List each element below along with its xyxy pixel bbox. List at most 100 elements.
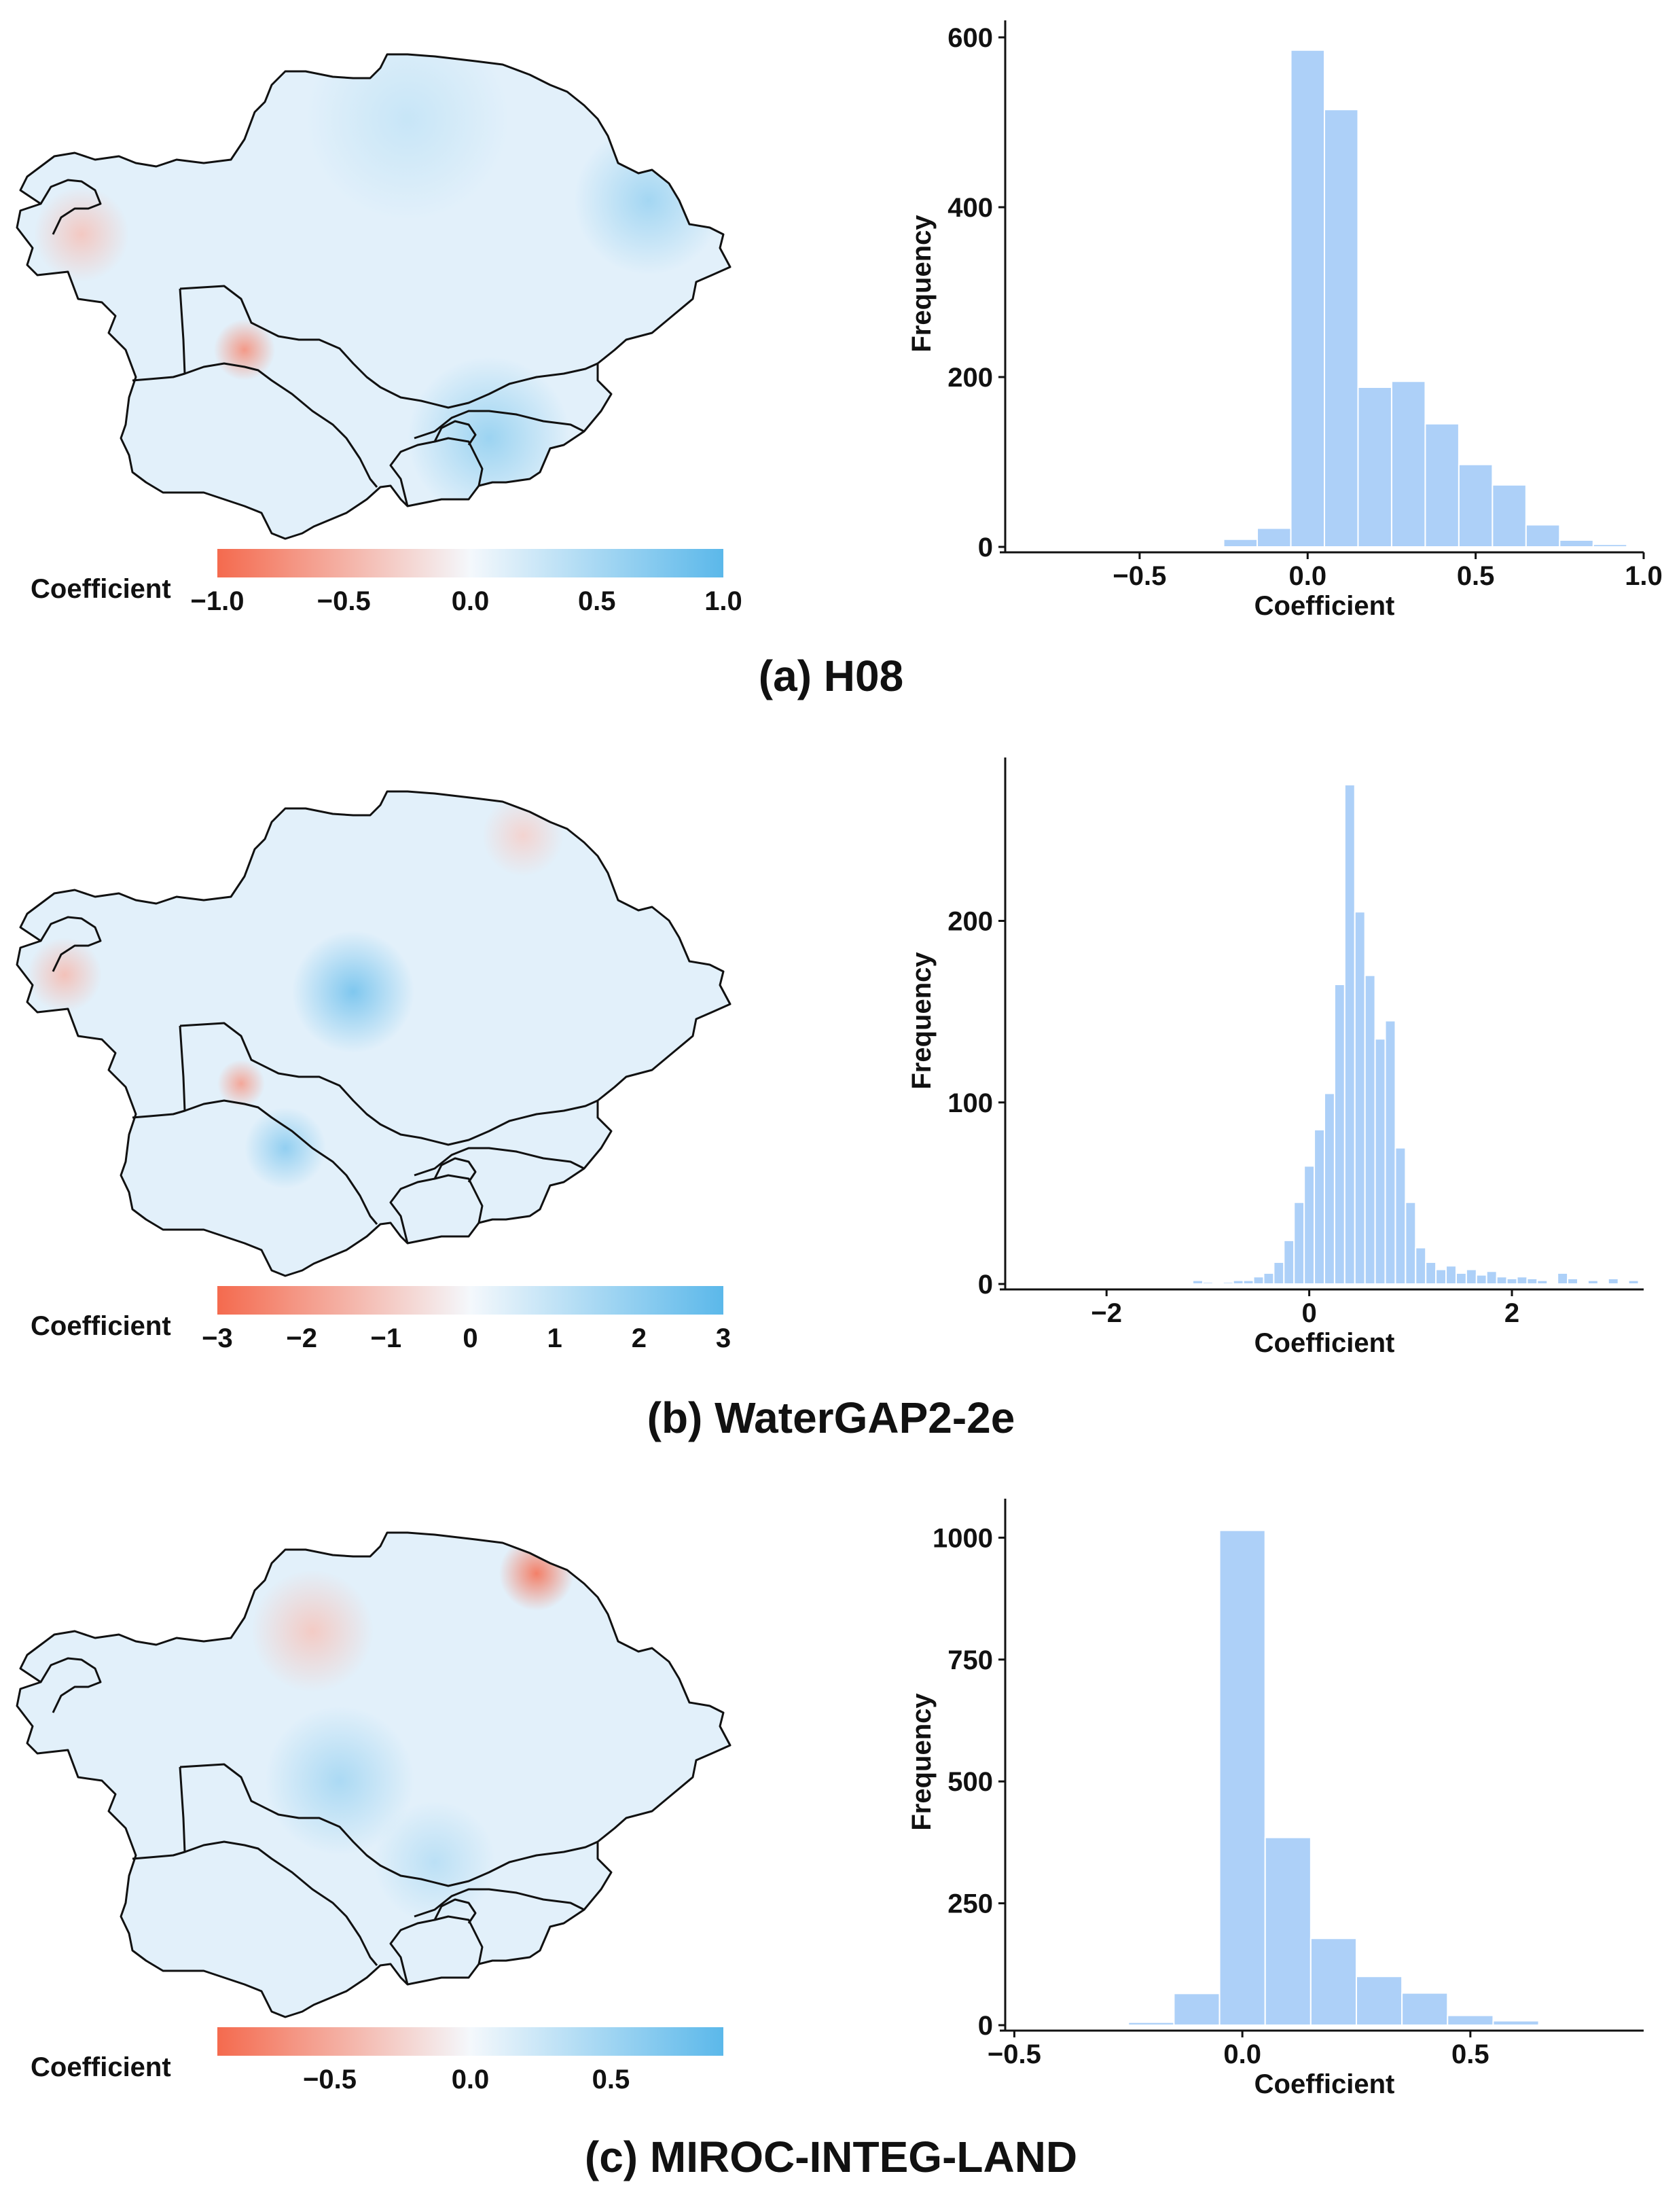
country-border <box>179 285 598 409</box>
y-tick-label: 100 <box>947 1088 993 1118</box>
map-panel-a: Coefficient −1.0 −0.5 0.0 0.5 1.0 <box>16 53 742 616</box>
colorbar-tick-label: −3 <box>202 1323 233 1353</box>
x-axis-title: Coefficient <box>1254 1328 1395 1358</box>
map-hotspot-turkmen-red <box>214 319 275 380</box>
histogram-bar <box>1303 1165 1316 1285</box>
histogram-bar <box>1218 1529 1266 2027</box>
histogram-bar <box>1492 2020 1540 2027</box>
y-tick-label: 0 <box>978 1270 993 1300</box>
map-panel-b: Coefficient −3 −2 −1 0 1 2 3 <box>16 790 731 1353</box>
y-tick-label: 750 <box>947 1645 993 1675</box>
y-axis-title: Frequency <box>907 1693 937 1831</box>
histogram-bar <box>1496 1276 1508 1285</box>
y-axis-title: Frequency <box>907 215 937 353</box>
histogram-bar <box>1567 1277 1579 1285</box>
colorbar <box>217 1286 723 1315</box>
country-border <box>433 1157 477 1183</box>
colorbar-tick-label: 1.0 <box>704 586 742 616</box>
histogram-bar <box>1357 387 1392 548</box>
histogram-bar <box>1415 1247 1427 1285</box>
histogram-bar <box>1343 784 1356 1285</box>
histogram-bar <box>1354 911 1366 1285</box>
country-border <box>433 420 477 446</box>
colorbar-tick-label: −0.5 <box>303 2065 357 2094</box>
histogram-panel-a: 0 200 400 600 −0.5 0.0 0.5 1.0 Coefficient Freque… <box>907 20 1662 621</box>
y-tick-label: 250 <box>947 1889 993 1919</box>
map-hotspot-central-blue <box>292 931 414 1053</box>
histogram-bar <box>1333 984 1345 1285</box>
histogram-bar <box>1127 2021 1175 2027</box>
histogram-bar <box>1264 1836 1312 2027</box>
histogram-bar <box>1364 974 1376 1285</box>
histogram-panel-c: 0 250 500 750 1000 −0.5 0.0 0.5 Coefficient Frequ… <box>907 1499 1644 2099</box>
map-hotspot-southeast-blue <box>374 1801 496 1923</box>
histogram-bar <box>1293 1201 1305 1285</box>
colorbar-tick-label: 3 <box>716 1323 731 1353</box>
histogram-bar <box>1036 2024 1084 2027</box>
x-axis-title: Coefficient <box>1254 2069 1395 2099</box>
histogram-bar <box>1257 527 1292 548</box>
coastline <box>39 179 102 235</box>
histogram-bar <box>1485 1270 1498 1285</box>
map-hotspot-northeast-red <box>499 1536 574 1611</box>
histogram-bar <box>1465 1268 1477 1285</box>
histogram-bar <box>1506 1277 1518 1285</box>
histogram-bar <box>1424 423 1460 548</box>
colorbar-tick-label: −0.5 <box>317 586 371 616</box>
map-hotspot-southeast-blue <box>408 357 571 520</box>
country-border <box>414 1888 585 1918</box>
x-tick-label: −0.5 <box>988 2039 1041 2069</box>
map-hotspot-north-red <box>482 795 564 876</box>
colorbar-tick-label: −2 <box>286 1323 317 1353</box>
colorbar-tick-label: 0.5 <box>578 586 616 616</box>
country-border <box>132 288 186 382</box>
map-field <box>17 791 730 1276</box>
country-border <box>179 1022 598 1146</box>
colorbar-tick-label: 0 <box>463 1323 477 1353</box>
colorbar-label: Coefficient <box>31 574 171 604</box>
map-panel-c: Coefficient −0.5 0.0 0.5 <box>16 1531 731 2094</box>
colorbar-tick-label: 0.0 <box>452 586 490 616</box>
panel-c: Coefficient −0.5 0.0 0.5 0 250 500 750 1000 −0.5… <box>0 1478 1662 2212</box>
colorbar-tick-label: 2 <box>632 1323 647 1353</box>
country-border <box>184 362 378 488</box>
x-tick-label: 0.0 <box>1288 561 1326 591</box>
region-outline <box>16 790 731 1277</box>
country-border <box>433 1898 477 1924</box>
histogram-bar <box>1447 2014 1494 2026</box>
colorbar-tick-label: −1.0 <box>191 586 245 616</box>
histogram-bar <box>1394 1147 1407 1285</box>
histogram-bar <box>1223 538 1259 548</box>
histogram-bar <box>1526 1277 1538 1285</box>
x-tick-label: 0.0 <box>1223 2039 1261 2069</box>
caption-panel-a: (a) H08 <box>758 652 904 700</box>
histogram-bar <box>1455 1272 1467 1285</box>
histogram-bar <box>1607 1277 1619 1285</box>
map-field <box>17 1533 730 2017</box>
histogram-bar <box>1390 380 1426 548</box>
histogram-bar <box>1283 1239 1295 1285</box>
histogram-bar <box>1324 109 1359 548</box>
x-axis-title: Coefficient <box>1254 591 1395 621</box>
histogram-bar <box>1356 1976 1403 2026</box>
panel-b: Coefficient −3 −2 −1 0 1 2 3 0 100 200 −2 0 2 Coeffic… <box>0 737 1662 1471</box>
histogram-bar <box>1309 1938 1357 2026</box>
histogram-bar <box>1263 1272 1275 1285</box>
histogram-bar <box>1273 1261 1285 1285</box>
x-tick-label: 0.5 <box>1451 2039 1489 2069</box>
y-tick-label: 400 <box>947 193 993 223</box>
y-tick-label: 200 <box>947 363 993 393</box>
colorbar-label: Coefficient <box>31 1311 171 1341</box>
map-hotspot-west-red <box>34 187 129 282</box>
colorbar <box>217 549 723 577</box>
map-hotspot-east-blue <box>574 126 723 275</box>
histogram-bar <box>1314 1128 1325 1285</box>
histogram-bar <box>1516 1276 1528 1285</box>
histogram-bar <box>1525 524 1561 548</box>
histogram-bar <box>1290 49 1325 548</box>
histogram-bar <box>1536 1279 1549 1285</box>
x-tick-label: 0 <box>1301 1298 1316 1328</box>
country-border <box>132 1025 186 1119</box>
histogram-bar <box>1425 1261 1437 1285</box>
histogram-bar <box>1384 1020 1396 1285</box>
